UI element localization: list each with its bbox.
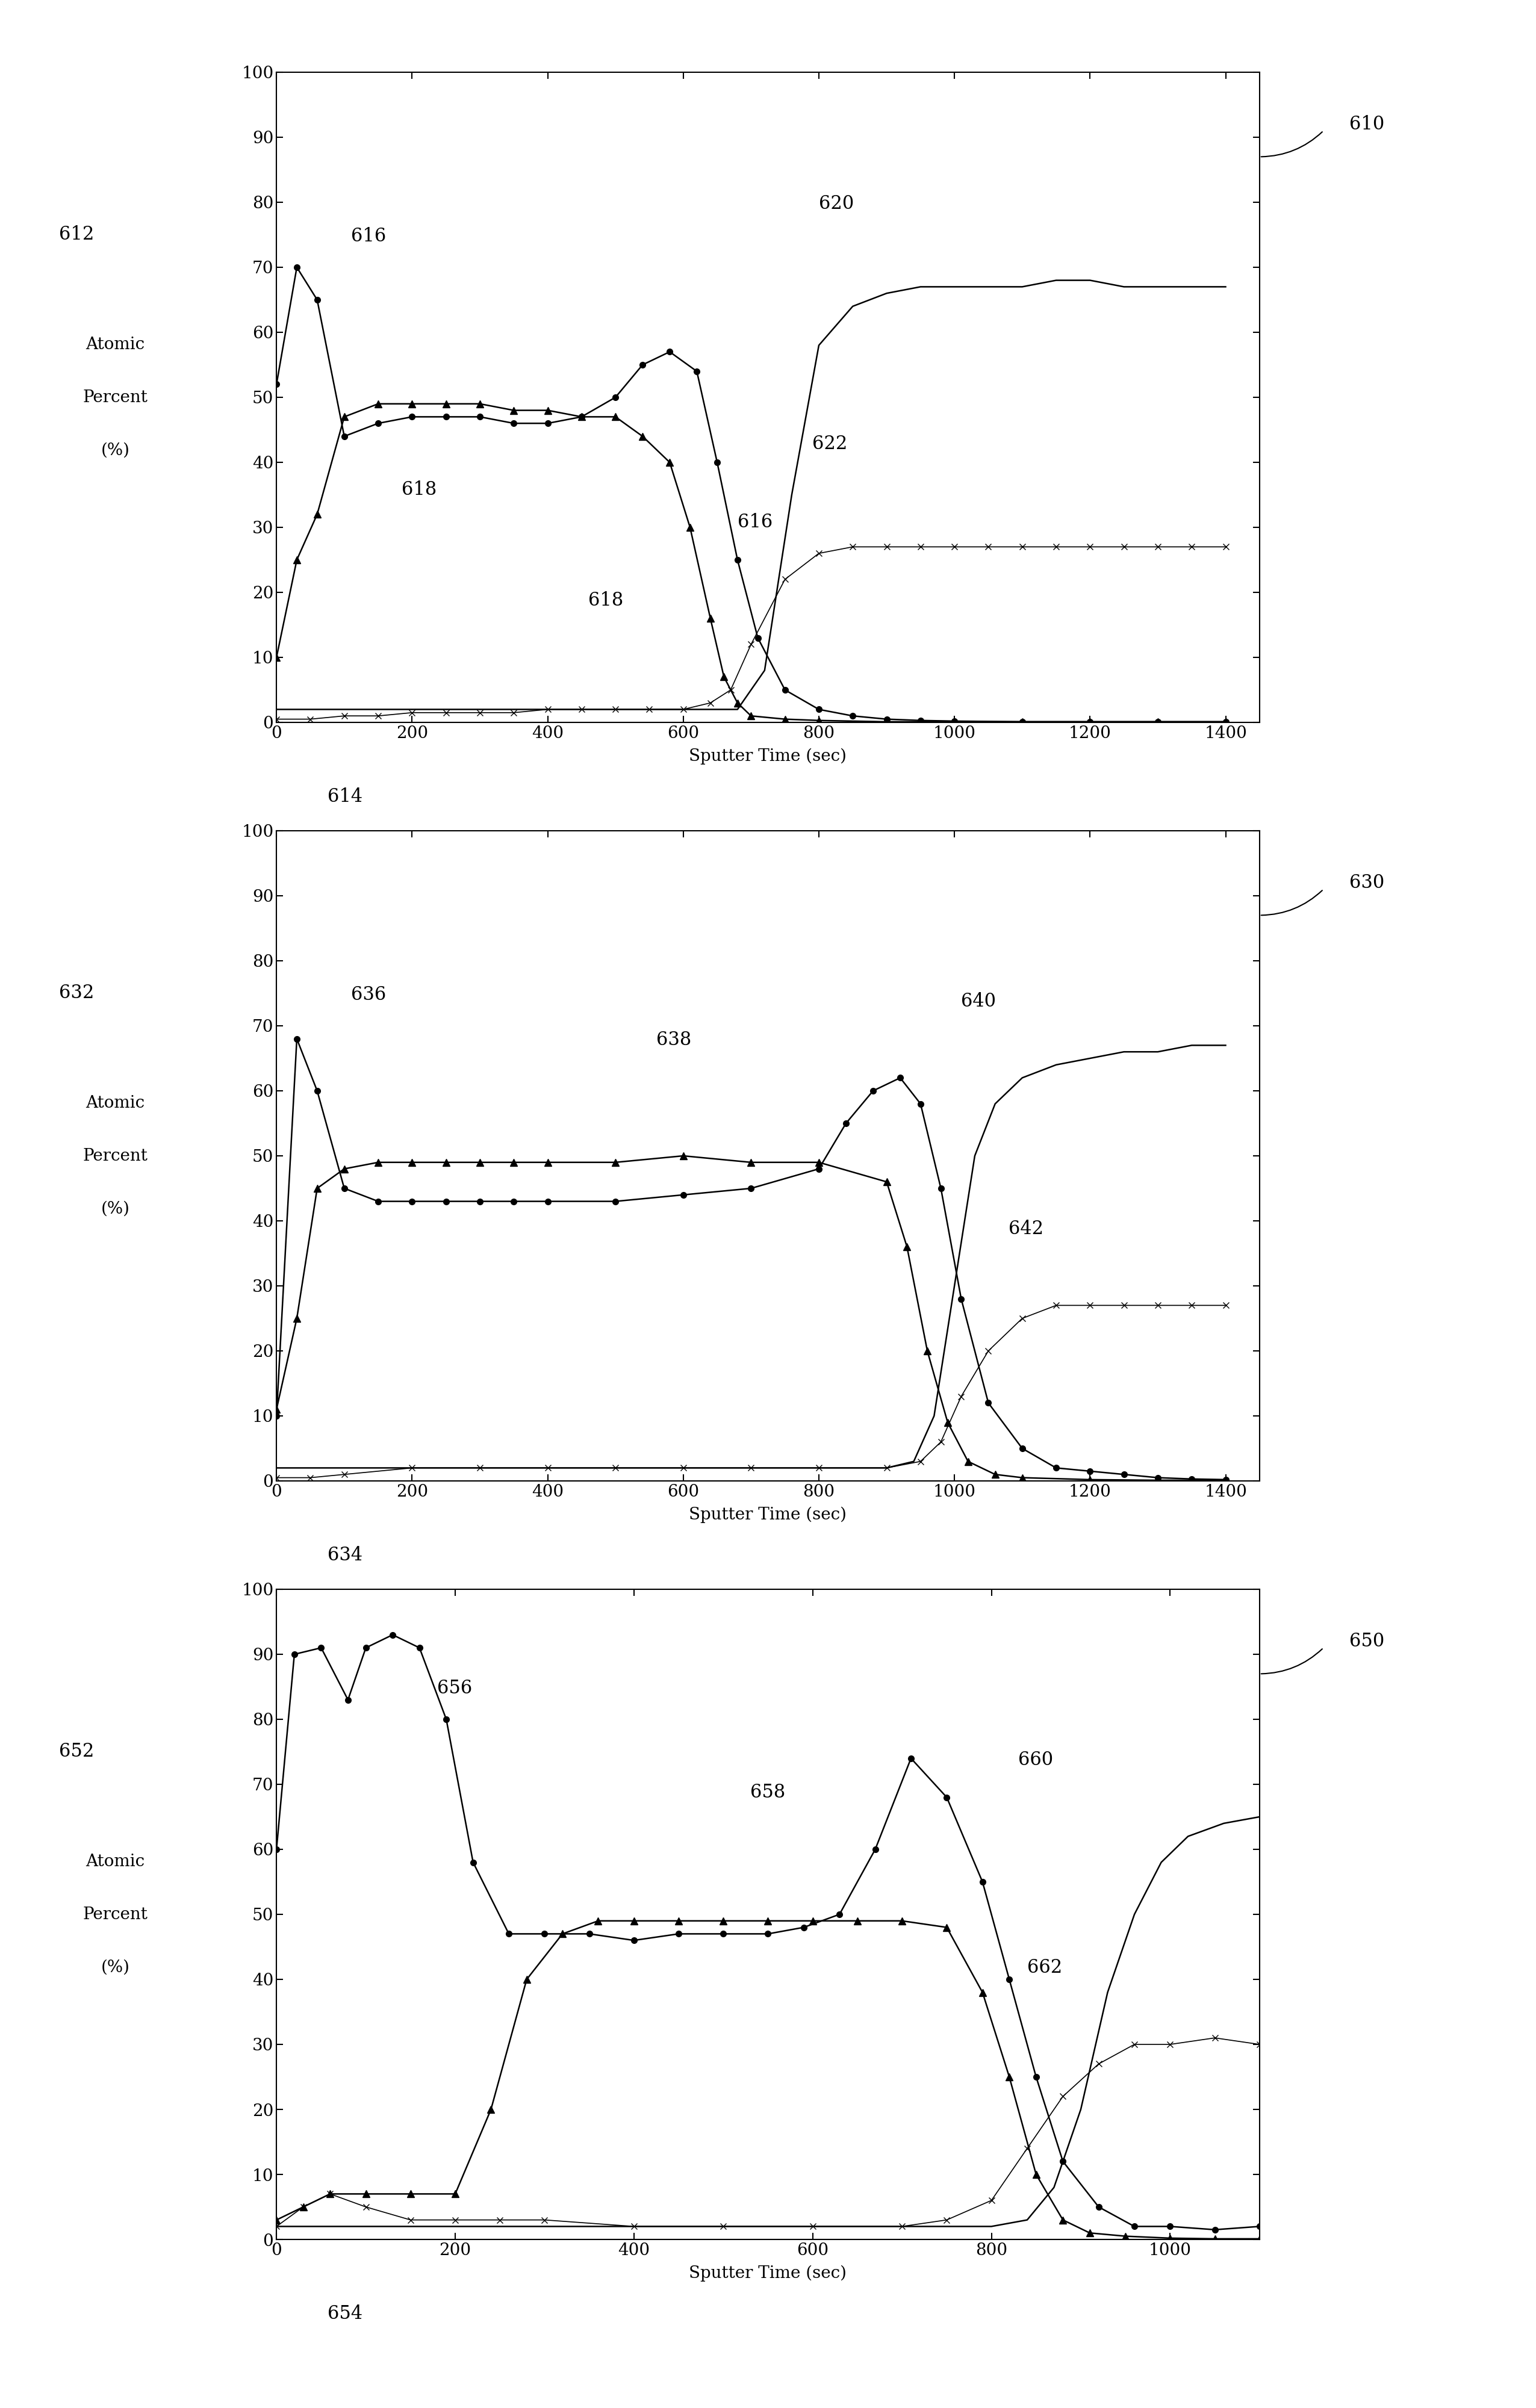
Text: 658: 658	[750, 1782, 785, 1801]
Text: 656: 656	[438, 1678, 473, 1698]
Text: Percent: Percent	[83, 1907, 147, 1922]
Text: 640: 640	[962, 992, 997, 1011]
Text: (%): (%)	[101, 1960, 129, 1975]
Text: (%): (%)	[101, 1202, 129, 1216]
Text: 616: 616	[352, 226, 386, 246]
Text: Atomic: Atomic	[86, 1854, 144, 1869]
Text: Percent: Percent	[83, 1149, 147, 1163]
Text: 662: 662	[1028, 1958, 1063, 1977]
Text: 632: 632	[60, 985, 94, 1002]
X-axis label: Sputter Time (sec): Sputter Time (sec)	[690, 1507, 846, 1524]
Text: 618: 618	[402, 482, 436, 498]
Text: Atomic: Atomic	[86, 337, 144, 352]
Text: 618: 618	[588, 590, 624, 609]
Text: Percent: Percent	[83, 390, 147, 405]
Text: 636: 636	[352, 985, 386, 1004]
Text: 630: 630	[1350, 874, 1384, 891]
Text: (%): (%)	[101, 443, 129, 458]
X-axis label: Sputter Time (sec): Sputter Time (sec)	[690, 2266, 846, 2283]
Text: 620: 620	[819, 195, 854, 212]
Text: Atomic: Atomic	[86, 1096, 144, 1110]
Text: 614: 614	[327, 787, 362, 807]
Text: 660: 660	[1018, 1751, 1054, 1770]
Text: 650: 650	[1350, 1633, 1384, 1649]
Text: 622: 622	[813, 436, 848, 453]
Text: 612: 612	[60, 226, 94, 243]
Text: 610: 610	[1350, 116, 1384, 132]
Text: 654: 654	[327, 2304, 362, 2324]
Text: 616: 616	[737, 513, 773, 532]
Text: 642: 642	[1009, 1218, 1043, 1238]
Text: 652: 652	[60, 1743, 94, 1760]
Text: 634: 634	[327, 1546, 362, 1565]
Text: 638: 638	[656, 1031, 691, 1050]
X-axis label: Sputter Time (sec): Sputter Time (sec)	[690, 749, 846, 766]
